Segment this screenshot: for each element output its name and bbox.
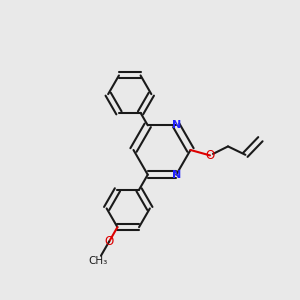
Text: N: N (172, 170, 181, 180)
Text: CH₃: CH₃ (88, 256, 107, 266)
Text: O: O (206, 149, 214, 162)
Text: O: O (105, 235, 114, 248)
Text: N: N (172, 120, 181, 130)
